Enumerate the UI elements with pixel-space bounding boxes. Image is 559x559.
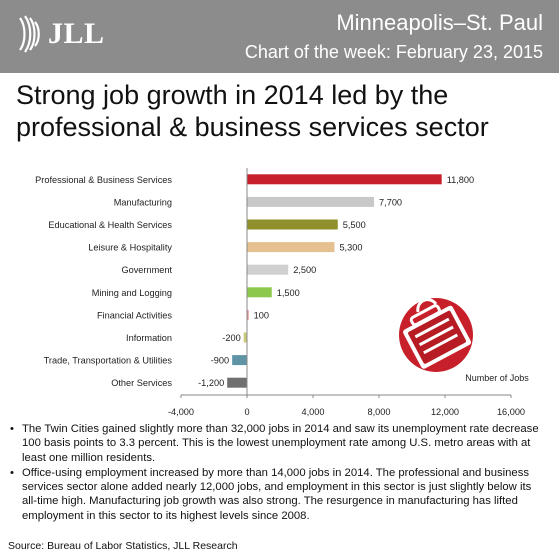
note-item: Office-using employment increased by mor… bbox=[8, 466, 548, 523]
x-tick-label: -4,000 bbox=[168, 407, 194, 417]
bar bbox=[247, 196, 375, 207]
category-label: Educational & Health Services bbox=[48, 220, 172, 230]
x-tick-label: 8,000 bbox=[368, 407, 391, 417]
data-label: 2,500 bbox=[293, 265, 316, 275]
bar bbox=[247, 309, 249, 320]
x-axis-label: Number of Jobs bbox=[465, 373, 529, 383]
bar bbox=[247, 287, 272, 298]
bar bbox=[247, 174, 442, 185]
category-label: Leisure & Hospitality bbox=[88, 243, 172, 253]
header-bar: JLL Minneapolis–St. Paul Chart of the we… bbox=[0, 0, 559, 73]
data-label: 7,700 bbox=[379, 197, 402, 207]
bar bbox=[247, 242, 335, 253]
note-item: The Twin Cities gained slightly more tha… bbox=[8, 422, 548, 465]
category-label: Professional & Business Services bbox=[35, 175, 172, 185]
data-label: -900 bbox=[211, 356, 229, 366]
headline: Strong job growth in 2014 led by the pro… bbox=[16, 80, 489, 142]
bar bbox=[227, 377, 247, 388]
data-label: 5,500 bbox=[343, 220, 366, 230]
bar bbox=[232, 355, 247, 366]
category-label: Government bbox=[121, 265, 172, 275]
x-tick-label: 16,000 bbox=[497, 407, 525, 417]
bar-chart: Professional & Business Services Manufact… bbox=[35, 168, 529, 417]
logo-text: JLL bbox=[48, 17, 105, 50]
category-label: Manufacturing bbox=[114, 197, 172, 207]
category-label: Mining and Logging bbox=[92, 288, 172, 298]
jll-logo-icon bbox=[19, 15, 40, 53]
data-label: 11,800 bbox=[447, 175, 474, 185]
x-tick-label: 0 bbox=[244, 407, 249, 417]
category-label: Other Services bbox=[111, 378, 172, 388]
bar bbox=[247, 264, 289, 275]
notes-list: The Twin Cities gained slightly more tha… bbox=[8, 422, 548, 524]
data-label: 5,300 bbox=[339, 243, 362, 253]
category-label: Financial Activities bbox=[97, 310, 172, 320]
header-subtitle: Chart of the week: February 23, 2015 bbox=[244, 42, 543, 62]
bar bbox=[247, 219, 338, 230]
data-label: -200 bbox=[222, 333, 240, 343]
data-label: 100 bbox=[254, 310, 269, 320]
category-label: Information bbox=[126, 333, 172, 343]
data-label: 1,500 bbox=[277, 288, 300, 298]
x-tick-label: 12,000 bbox=[431, 407, 459, 417]
bar bbox=[243, 332, 247, 343]
briefcase-icon bbox=[399, 273, 473, 372]
category-label: Trade, Transportation & Utilities bbox=[44, 356, 173, 366]
data-label: -1,200 bbox=[198, 378, 224, 388]
x-tick-label: 4,000 bbox=[302, 407, 325, 417]
source-note: Source: Bureau of Labor Statistics, JLL … bbox=[8, 540, 238, 552]
header-location: Minneapolis–St. Paul bbox=[336, 10, 543, 35]
